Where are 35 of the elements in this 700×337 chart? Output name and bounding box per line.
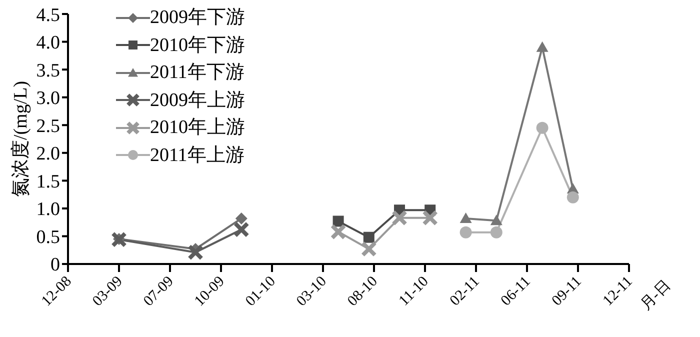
y-tick-label: 1.0 xyxy=(36,199,60,220)
point xyxy=(490,214,502,226)
point xyxy=(233,222,250,238)
point xyxy=(330,224,346,240)
y-tick-label: 4.0 xyxy=(36,32,60,54)
point xyxy=(422,210,438,226)
legend-label: 2010年上游 xyxy=(150,116,245,140)
legend-label: 2011年下游 xyxy=(150,61,244,85)
y-tick-label: 4.5 xyxy=(36,4,60,26)
point xyxy=(188,244,204,260)
legend-label: 2010年下游 xyxy=(150,34,245,58)
point xyxy=(332,216,344,227)
y-tick-label: 3.5 xyxy=(36,60,60,82)
point xyxy=(536,41,548,52)
point xyxy=(392,210,408,226)
point xyxy=(460,212,472,223)
legend-label: 2011年上游 xyxy=(150,144,244,168)
point xyxy=(363,232,374,243)
point xyxy=(360,241,377,257)
y-tick-label: 2.5 xyxy=(36,116,60,137)
y-tick-label: 0.5 xyxy=(36,226,60,248)
point xyxy=(490,226,502,238)
y-tick-label: 1.5 xyxy=(36,171,60,192)
y-tick-label: 3.0 xyxy=(36,88,60,110)
x-axis-title: 月-日 xyxy=(638,278,674,314)
legend-label: 2009年上游 xyxy=(150,88,245,112)
point xyxy=(566,191,579,204)
point xyxy=(536,122,548,134)
point xyxy=(111,232,127,248)
y-tick-label: 2.0 xyxy=(36,144,60,165)
y-tick-label: 0 xyxy=(50,254,60,276)
legend-label: 2009年下游 xyxy=(150,6,245,30)
point xyxy=(460,226,472,238)
y-axis-title: 氮浓度/(mg/L) xyxy=(10,80,32,198)
point xyxy=(235,212,248,224)
